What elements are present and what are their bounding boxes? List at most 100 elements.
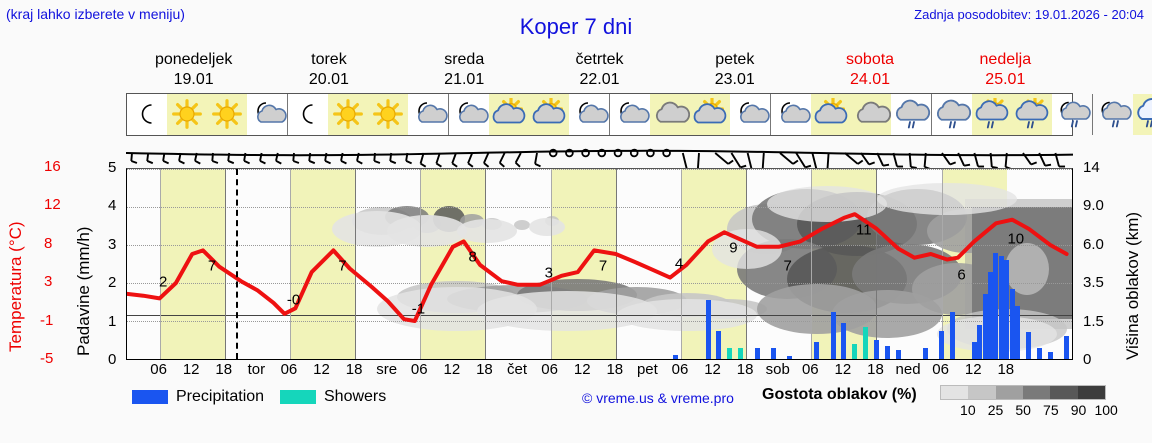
copyright-link[interactable]: © vreme.us & vreme.pro bbox=[582, 390, 734, 406]
temp-extreme-label-1: 7 bbox=[207, 257, 217, 275]
location-menu-note[interactable]: (kraj lahko izberete v meniju) bbox=[6, 6, 185, 22]
page-title: Koper 7 dni bbox=[519, 14, 633, 39]
temperature-tick-2: 8 bbox=[44, 234, 53, 252]
precip-bar-20 bbox=[977, 324, 983, 359]
cloud-density-tick-5: 100 bbox=[1094, 402, 1118, 418]
cloud-height-tick-4: 1.5 bbox=[1083, 312, 1104, 330]
cloud-density-swatch-4 bbox=[1050, 386, 1078, 399]
shower-bar-4 bbox=[738, 348, 744, 359]
precip-bar-1 bbox=[705, 300, 711, 359]
x-tick-23: ned bbox=[895, 361, 921, 378]
icon-day-col-5 bbox=[932, 94, 1093, 135]
icon-day-col-1 bbox=[288, 94, 449, 135]
last-update-text: Zadnja posodobitev: 19.01.2026 - 20:04 bbox=[914, 7, 1144, 22]
temp-extreme-label-2: -0 bbox=[286, 291, 301, 309]
temp-extreme-label-11: 11 bbox=[855, 221, 872, 239]
weather-icon-cloud-rain-heavy bbox=[1133, 94, 1152, 135]
weather-icon-sun bbox=[167, 94, 207, 135]
temperature-tick-4: -1 bbox=[40, 311, 54, 329]
weather-icon-sun bbox=[328, 94, 368, 135]
noon-line-2 bbox=[420, 169, 422, 359]
x-tick-13: 12 bbox=[573, 361, 591, 378]
day-name: sobota bbox=[846, 51, 895, 68]
precip-bar-18 bbox=[950, 311, 956, 359]
day-date: 25.01 bbox=[985, 71, 1026, 88]
x-tick-12: 06 bbox=[541, 361, 558, 378]
weather-icon-moon-cloud bbox=[569, 94, 609, 135]
weather-icon-sun-cloud-rain bbox=[1012, 94, 1052, 135]
precip-bar-15 bbox=[895, 349, 901, 359]
cloud-height-tick-0: 14 bbox=[1083, 159, 1100, 176]
x-tick-1: 12 bbox=[182, 361, 200, 378]
precip-bar-30 bbox=[1047, 352, 1053, 359]
temp-extreme-label-13: 10 bbox=[1007, 230, 1025, 248]
current-time-marker bbox=[235, 169, 238, 359]
precipitation-tick-2: 3 bbox=[108, 235, 117, 253]
precipitation-tick-3: 2 bbox=[108, 274, 117, 292]
x-tick-0: 06 bbox=[150, 361, 167, 378]
precip-bar-9 bbox=[830, 311, 836, 359]
icon-day-col-0 bbox=[127, 94, 288, 135]
precip-bar-2 bbox=[716, 330, 722, 359]
precip-bar-24 bbox=[998, 256, 1004, 359]
day-name: petek bbox=[715, 51, 755, 68]
weather-icon-moon-cloud bbox=[247, 94, 287, 135]
x-tick-7: sre bbox=[376, 361, 398, 378]
x-tick-11: čet bbox=[507, 361, 528, 378]
shower-bar-3 bbox=[727, 347, 733, 359]
x-tick-25: 12 bbox=[964, 361, 982, 378]
hgrid-4 bbox=[127, 207, 1072, 208]
x-tick-20: 06 bbox=[801, 361, 819, 378]
cloud-density-swatch-3 bbox=[1022, 386, 1051, 399]
precip-bar-6 bbox=[770, 347, 776, 359]
weather-icon-sun bbox=[207, 94, 247, 135]
day-header-1: torek 20.01 bbox=[261, 48, 396, 92]
day-header-2: sreda 21.01 bbox=[397, 48, 532, 92]
cloud-density-tick-4: 90 bbox=[1070, 402, 1087, 418]
temp-extreme-label-5: 8 bbox=[468, 248, 477, 266]
day-name: torek bbox=[311, 51, 347, 68]
weather-icon-sun-cloud bbox=[489, 94, 529, 135]
temp-extreme-label-9: 9 bbox=[729, 239, 738, 257]
hgrid-2 bbox=[127, 283, 1072, 284]
precipitation-tick-1: 4 bbox=[108, 197, 117, 215]
weather-icon-sun bbox=[368, 94, 408, 135]
precip-bar-14 bbox=[884, 345, 890, 359]
wind-barb-strip bbox=[126, 148, 1073, 168]
temp-extreme-label-8: 4 bbox=[674, 255, 684, 273]
weather-icon-cloud-rain bbox=[932, 94, 972, 135]
cloud-height-tick-3: 3.5 bbox=[1083, 274, 1104, 292]
noon-line-0 bbox=[159, 169, 161, 359]
day-header-4: petek 23.01 bbox=[667, 48, 802, 92]
precip-bar-7 bbox=[787, 355, 793, 359]
cloud-density-swatch-0 bbox=[941, 386, 969, 399]
cloud-density-tick-2: 50 bbox=[1015, 402, 1031, 418]
precipitation-tick-0: 5 bbox=[108, 159, 117, 176]
precip-bar-5 bbox=[754, 347, 760, 359]
noon-line-1 bbox=[289, 169, 291, 359]
meteogram-plot: 2 7 -0 7 -1 8 3 7 4 9 7 11 6 10 bbox=[126, 168, 1073, 360]
reference-line bbox=[127, 315, 1072, 317]
precip-bar-28 bbox=[1026, 332, 1032, 359]
x-tick-18: 18 bbox=[736, 361, 754, 378]
noon-line-5 bbox=[811, 169, 813, 359]
day-header-0: ponedeljek 19.01 bbox=[126, 48, 261, 92]
temperature-curve bbox=[127, 212, 1069, 323]
precip-bar-25 bbox=[1004, 260, 1010, 359]
x-tick-9: 12 bbox=[443, 361, 461, 378]
day-separator-4 bbox=[615, 169, 617, 359]
legend-showers-label: Showers bbox=[324, 388, 387, 405]
day-separator-2 bbox=[355, 169, 357, 359]
showers-swatch bbox=[280, 390, 316, 404]
day-date: 23.01 bbox=[714, 71, 755, 88]
cloud-density-colorbar-labels: 10 25 50 75 90 100 bbox=[940, 402, 1120, 420]
day-separator-3 bbox=[485, 169, 487, 359]
precipitation-tick-5: 0 bbox=[108, 351, 117, 368]
weather-icon-cloud bbox=[851, 94, 891, 135]
x-tick-2: 18 bbox=[215, 361, 233, 378]
hgrid-3 bbox=[127, 245, 1072, 246]
cloud-density-swatch-2 bbox=[995, 386, 1023, 399]
x-tick-17: 12 bbox=[704, 361, 721, 378]
day-separator-6 bbox=[876, 169, 878, 359]
